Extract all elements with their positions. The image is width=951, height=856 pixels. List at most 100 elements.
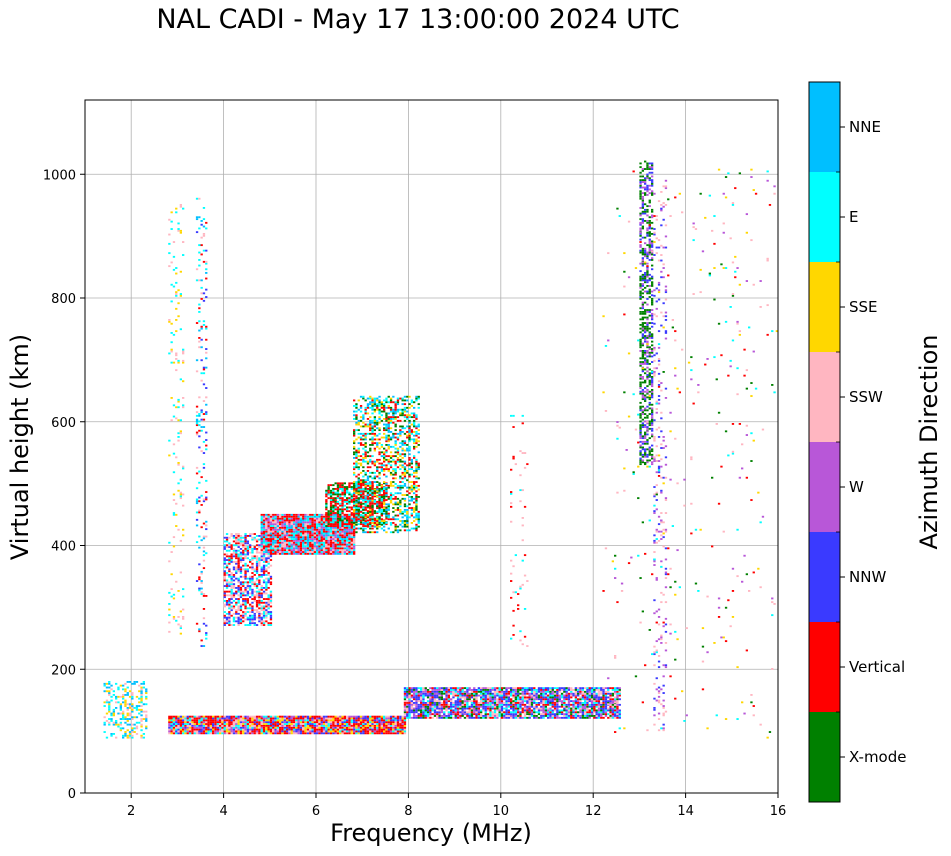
- echo-point: [327, 724, 330, 727]
- echo-point: [426, 705, 430, 708]
- echo-point: [251, 549, 254, 552]
- echo-point: [544, 705, 548, 708]
- echo-point: [239, 594, 243, 597]
- echo-point: [438, 700, 441, 703]
- echo-point: [447, 700, 451, 703]
- echo-point: [426, 716, 430, 719]
- echo-point: [230, 609, 233, 612]
- echo-point: [533, 694, 536, 697]
- echo-point: [297, 545, 300, 548]
- echo-point: [292, 521, 296, 524]
- echo-point: [262, 532, 266, 535]
- echo-point: [311, 517, 314, 520]
- echo-point: [346, 538, 349, 540]
- echo-point: [304, 730, 307, 733]
- echo-point: [223, 596, 226, 599]
- echo-point: [424, 709, 427, 712]
- echo-point: [244, 562, 247, 565]
- echo-point: [135, 733, 139, 735]
- echo-point: [420, 702, 423, 704]
- echo-point: [364, 453, 367, 456]
- echo-point: [316, 539, 319, 542]
- echo-point: [498, 690, 501, 693]
- echo-point: [223, 557, 226, 560]
- echo-point: [265, 534, 268, 537]
- echo-point: [343, 539, 347, 542]
- echo-point: [281, 534, 284, 537]
- echo-point: [359, 406, 363, 409]
- echo-point: [429, 700, 432, 703]
- echo-point: [542, 709, 545, 712]
- echo-point: [376, 717, 379, 720]
- echo-point: [343, 552, 347, 555]
- echo-point: [124, 731, 127, 733]
- echo-point: [369, 527, 372, 530]
- echo-point: [484, 692, 487, 695]
- echo-point: [334, 530, 337, 533]
- echo-point: [373, 512, 377, 514]
- echo-point: [473, 698, 476, 701]
- echo-point: [262, 622, 266, 625]
- echo-point: [309, 732, 312, 735]
- echo-point: [459, 689, 462, 691]
- echo-point: [473, 713, 476, 716]
- echo-point: [202, 728, 206, 731]
- echo-point: [304, 521, 307, 524]
- echo-point: [119, 712, 123, 715]
- echo-point: [332, 728, 335, 731]
- echo-point: [283, 517, 287, 520]
- echo-point: [269, 726, 273, 729]
- echo-point: [246, 624, 250, 626]
- echo-point: [258, 717, 261, 720]
- echo-point: [353, 488, 356, 490]
- echo-point: [191, 732, 194, 735]
- echo-point: [357, 502, 360, 505]
- echo-point: [200, 728, 203, 731]
- echo-point: [353, 518, 356, 521]
- echo-point: [272, 526, 275, 529]
- echo-point: [230, 724, 233, 727]
- echo-point: [452, 694, 455, 697]
- echo-point: [463, 690, 467, 693]
- echo-point: [175, 717, 178, 720]
- echo-point: [255, 535, 259, 537]
- echo-point: [399, 730, 402, 733]
- echo-point: [500, 702, 504, 704]
- echo-point: [535, 715, 538, 717]
- echo-point: [359, 483, 363, 485]
- echo-point: [313, 724, 317, 727]
- echo-point: [322, 513, 326, 516]
- echo-point: [588, 709, 591, 712]
- echo-point: [574, 692, 578, 695]
- echo-point: [286, 528, 289, 531]
- echo-point: [334, 528, 337, 531]
- echo-point: [581, 698, 585, 701]
- echo-point: [246, 594, 250, 597]
- echo-point: [447, 713, 451, 716]
- echo-point: [311, 547, 314, 550]
- echo-point: [235, 555, 238, 558]
- echo-point: [297, 525, 300, 527]
- echo-point: [290, 534, 293, 537]
- echo-point: [253, 590, 256, 593]
- echo-point: [258, 723, 261, 725]
- echo-point: [228, 622, 231, 625]
- echo-point: [221, 728, 224, 731]
- echo-point: [260, 539, 263, 542]
- echo-point: [103, 684, 106, 687]
- echo-point: [309, 719, 312, 722]
- echo-point: [535, 716, 538, 719]
- echo-point: [260, 517, 263, 520]
- echo-point: [258, 730, 261, 733]
- echo-point: [306, 525, 310, 527]
- echo-point: [332, 506, 335, 509]
- echo-point: [258, 612, 261, 615]
- echo-point: [616, 709, 619, 712]
- echo-point: [353, 512, 356, 514]
- echo-point: [484, 698, 487, 701]
- echo-point: [288, 715, 291, 718]
- echo-point: [228, 574, 231, 576]
- echo-point: [590, 702, 594, 704]
- echo-point: [517, 694, 520, 697]
- echo-point: [140, 699, 143, 702]
